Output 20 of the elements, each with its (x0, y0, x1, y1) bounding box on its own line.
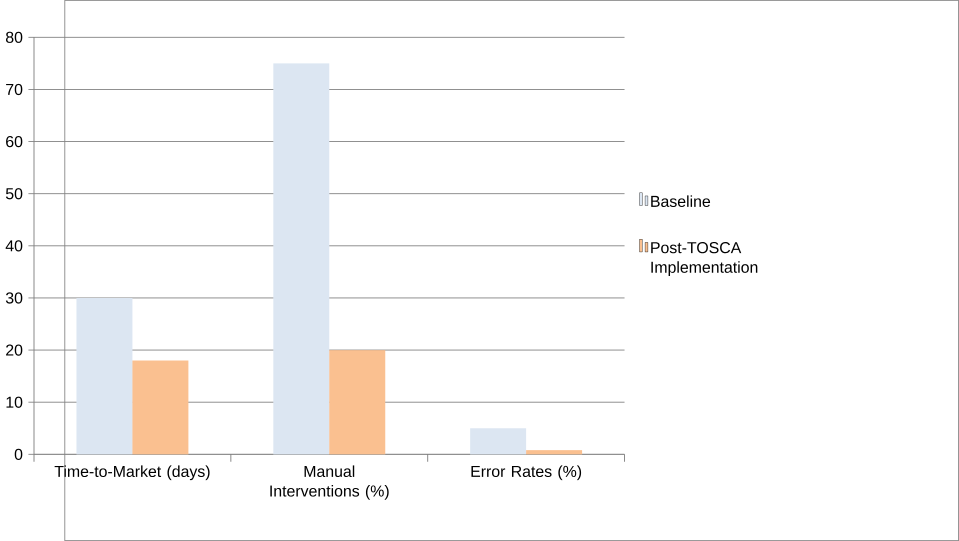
y-tick-label: 30 (6, 292, 22, 304)
bar (132, 360, 188, 454)
y-tick-label: 70 (6, 84, 22, 96)
y-tick-label: 40 (6, 240, 22, 252)
legend-label: Baseline (651, 195, 710, 207)
bar (76, 298, 132, 454)
bar (526, 450, 582, 454)
x-tick-label: Manual Interventions (%) (270, 465, 389, 500)
bar (329, 350, 386, 454)
y-tick-label: 60 (6, 136, 22, 148)
y-tick-label: 0 (14, 448, 22, 460)
x-tick-label: Time-to-Market (days) (54, 465, 210, 480)
legend-label: Post-TOSCA Implementation (651, 242, 758, 276)
y-tick-label: 10 (6, 396, 22, 408)
x-tick-label: Error Rates (%) (471, 465, 582, 480)
y-tick-label: 50 (6, 188, 22, 200)
y-tick-label: 20 (6, 344, 22, 356)
bar (273, 63, 330, 454)
y-tick-label: 80 (6, 32, 22, 43)
bar (470, 428, 526, 454)
